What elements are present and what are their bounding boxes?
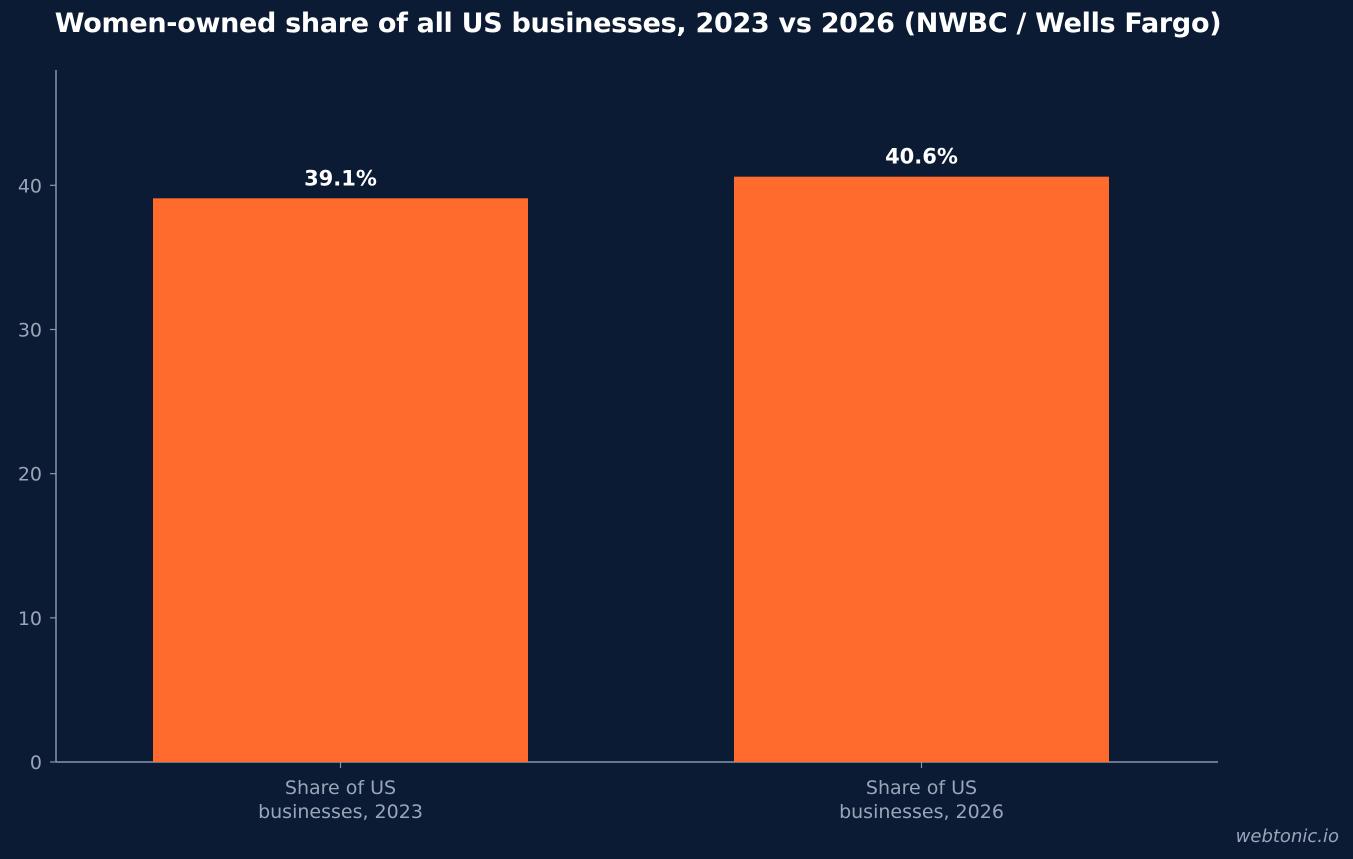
y-tick-label: 20 xyxy=(18,464,42,486)
data-label: 40.6% xyxy=(885,145,958,169)
y-tick-label: 0 xyxy=(30,752,42,774)
chart-title: Women-owned share of all US businesses, … xyxy=(54,8,1222,39)
data-label: 39.1% xyxy=(304,166,377,190)
bar xyxy=(734,176,1109,762)
y-tick-label: 30 xyxy=(18,320,42,342)
x-tick-label: Share of US businesses, 2026 xyxy=(839,777,1004,823)
bar xyxy=(153,198,528,762)
y-tick-label: 40 xyxy=(18,175,42,197)
watermark: webtonic.io xyxy=(1235,826,1339,847)
y-tick-label: 10 xyxy=(18,608,42,630)
x-tick-label: Share of US businesses, 2023 xyxy=(258,777,423,823)
